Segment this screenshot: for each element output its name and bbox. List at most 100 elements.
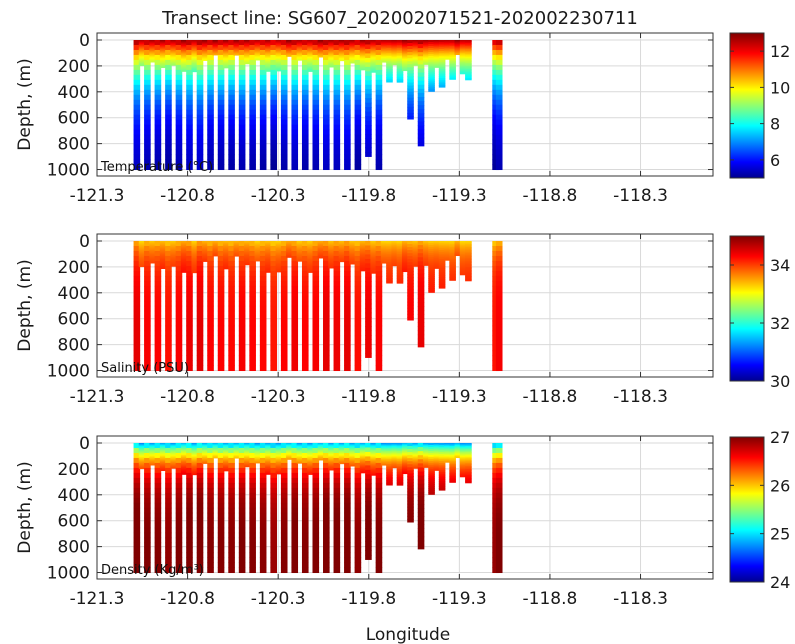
profile-segment (280, 94, 288, 101)
profile-segment (359, 266, 367, 268)
profile-segment (370, 48, 377, 51)
profile-segment (386, 54, 393, 57)
profile-segment (191, 58, 199, 60)
panel-3: -121.3 -120.8 -120.3 -119.8 -119.3 -118.8 -118… (15, 428, 790, 609)
profile-segment (380, 248, 388, 251)
profile-segment (401, 68, 409, 70)
profile-segment (465, 244, 472, 247)
profile-segment (280, 49, 288, 56)
profile-segment (396, 48, 404, 51)
profile-segment (175, 94, 183, 101)
profile-segment (301, 285, 309, 292)
profile-segment (244, 461, 251, 463)
profile-segment (323, 275, 330, 282)
profile-segment (359, 43, 367, 46)
profile-segment (401, 47, 409, 49)
profile-segment (175, 144, 183, 151)
profile-segment (138, 447, 146, 450)
profile-segment (191, 50, 199, 53)
profile-segment (323, 562, 330, 569)
profile-segment (417, 269, 425, 275)
profile-segment (386, 444, 393, 447)
profile-segment (228, 49, 235, 56)
profile-segment (492, 159, 499, 166)
profile-segment (228, 84, 235, 91)
profile-segment (291, 452, 299, 459)
profile-segment (323, 452, 330, 459)
profile-segment (438, 244, 446, 247)
profile-segment (228, 310, 235, 317)
profile-segment (396, 255, 404, 258)
profile-segment (396, 449, 404, 452)
profile-segment (223, 459, 230, 461)
profile-segment (359, 51, 367, 54)
profile-segment (391, 457, 399, 459)
profile-segment (412, 56, 420, 58)
profile-segment (259, 265, 267, 272)
profile-segment (370, 57, 377, 60)
profile-segment (254, 443, 262, 445)
profile-segment (428, 246, 435, 250)
profile-segment (333, 522, 341, 529)
profile-segment (312, 69, 320, 76)
profile-segment (265, 452, 272, 455)
profile-segment (301, 542, 309, 549)
profile-segment (180, 250, 188, 253)
profile-segment (165, 527, 172, 534)
profile-segment (170, 446, 177, 449)
profile-segment (359, 253, 367, 256)
profile-segment (291, 149, 299, 156)
profile-segment (291, 49, 299, 56)
profile-segment (223, 66, 230, 69)
profile-segment (165, 129, 172, 136)
profile-segment (401, 461, 409, 464)
profile-segment (159, 452, 167, 455)
profile-segment (254, 241, 262, 244)
profile-segment (354, 335, 362, 342)
profile-segment (412, 457, 420, 460)
profile-segment (201, 252, 209, 255)
profile-segment (449, 251, 456, 254)
profile-segment (333, 114, 341, 121)
profile-segment (459, 46, 467, 49)
profile-segment (412, 255, 420, 258)
profile-segment (175, 154, 183, 161)
profile-segment (465, 245, 472, 248)
profile-segment (223, 246, 230, 248)
profile-segment (344, 562, 351, 569)
profile-segment (259, 94, 267, 101)
profile-segment (175, 129, 183, 136)
profile-segment (238, 492, 246, 499)
profile-segment (138, 45, 146, 48)
profile-segment (423, 244, 430, 247)
profile-segment (165, 265, 172, 272)
profile-segment (312, 74, 320, 81)
profile-segment (186, 139, 193, 146)
profile-segment (328, 457, 335, 460)
profile-segment (459, 47, 467, 50)
profile-segment (386, 472, 393, 475)
profile-segment (186, 124, 193, 131)
profile-segment (217, 260, 225, 267)
profile-segment (349, 453, 356, 456)
profile-segment (296, 449, 304, 452)
profile-segment (133, 144, 141, 151)
profile-segment (370, 445, 377, 448)
profile-segment (228, 124, 235, 131)
profile-segment (207, 567, 214, 574)
profile-segment (228, 89, 235, 96)
profile-segment (465, 265, 472, 268)
profile-segment (349, 461, 356, 463)
profile-segment (154, 74, 162, 81)
profile-segment (180, 452, 188, 455)
profile-segment (365, 443, 372, 448)
profile-segment (401, 56, 409, 59)
profile-segment (375, 552, 383, 559)
profile-segment (401, 62, 409, 65)
profile-segment (249, 154, 256, 161)
profile-segment (207, 472, 214, 479)
profile-segment (323, 84, 330, 91)
profile-segment (412, 448, 420, 451)
profile-segment (328, 466, 335, 469)
profile-segment (207, 124, 214, 131)
